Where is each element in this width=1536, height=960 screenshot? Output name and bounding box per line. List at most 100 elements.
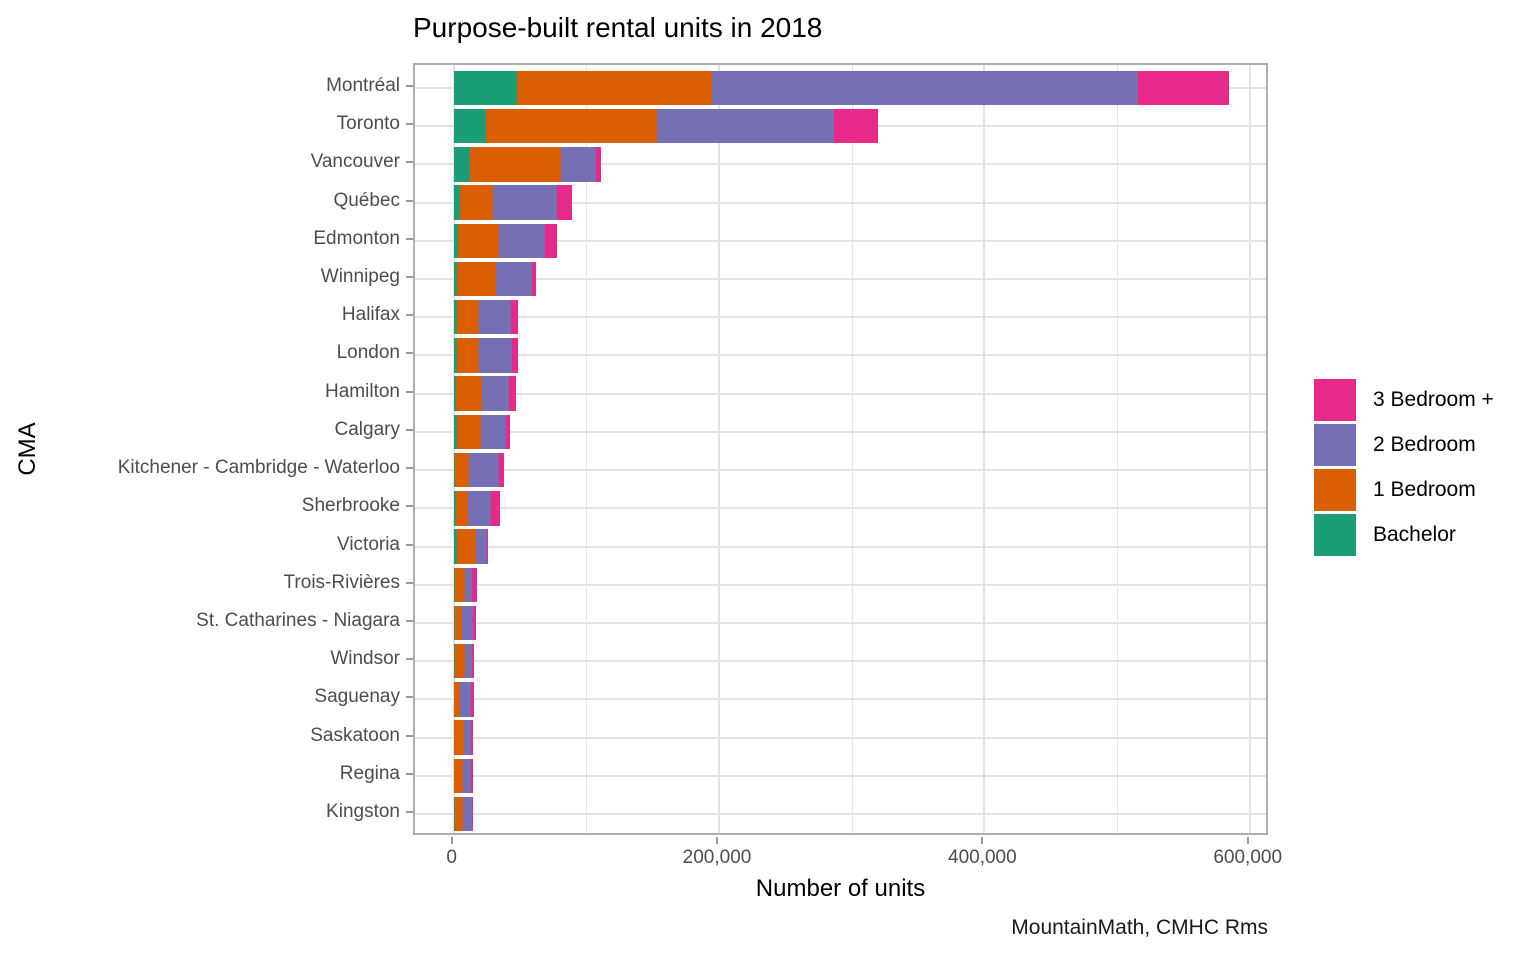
bar-segment (511, 338, 518, 373)
chart-title: Purpose-built rental units in 2018 (413, 12, 823, 43)
bar-segment (454, 605, 463, 641)
bar-segment (469, 147, 562, 182)
bar-segment (834, 108, 879, 144)
bar-segment (511, 300, 519, 335)
bar-segment (453, 567, 455, 602)
bar-segment (454, 758, 464, 794)
legend-label: Bachelor (1373, 523, 1456, 546)
y-axis-tick (406, 390, 413, 393)
y-axis-tick-label: Toronto (336, 113, 400, 135)
legend-label: 2 Bedroom (1373, 433, 1476, 456)
y-axis-tick-label: Victoria (336, 533, 400, 555)
bar-segment (712, 70, 1138, 106)
gridline-horizontal (415, 774, 1266, 777)
y-axis-tick (406, 237, 413, 240)
bar-segment (472, 567, 478, 602)
legend-label: 3 Bedroom + (1373, 388, 1494, 411)
y-axis-tick-label: Québec (333, 189, 400, 211)
bar-segment (472, 796, 473, 832)
y-axis-tick-label: Edmonton (313, 227, 400, 249)
bar-segment (453, 644, 456, 679)
gridline-horizontal (415, 813, 1266, 816)
gridline-vertical-major (983, 65, 986, 833)
bar-segment (453, 338, 457, 373)
y-axis-tick (406, 696, 413, 699)
y-axis-tick (406, 161, 413, 164)
y-axis-tick (406, 276, 413, 279)
y-axis-tick-label: Kingston (326, 801, 400, 823)
gridline-horizontal (415, 698, 1266, 701)
bar-segment (486, 529, 489, 564)
bar-segment (479, 338, 512, 373)
y-axis-tick (406, 352, 413, 355)
gridline-horizontal (415, 163, 1266, 166)
y-axis-tick-label: Regina (339, 762, 400, 784)
bar-segment (465, 644, 473, 679)
bar-segment (516, 70, 713, 106)
gridline-horizontal (415, 316, 1266, 319)
bar-segment (453, 261, 458, 297)
bar-segment (475, 529, 487, 564)
bar-segment (531, 261, 536, 297)
bar-segment (453, 720, 455, 755)
bar-segment (455, 796, 463, 832)
legend-item: 1 Bedroom (1314, 469, 1494, 511)
gridline-horizontal (415, 430, 1266, 433)
gridline-vertical-major (1248, 65, 1251, 833)
gridline-horizontal (415, 545, 1266, 548)
plot-panel (413, 63, 1268, 835)
y-axis-tick-label: St. Catharines - Niagara (196, 609, 400, 631)
bar-segment (561, 147, 597, 182)
gridline-vertical-minor (1117, 65, 1119, 833)
bar-segment (453, 185, 461, 220)
bar-segment (472, 644, 474, 679)
bar-segment (469, 452, 499, 488)
y-axis-tick (406, 314, 413, 317)
gridline-horizontal (415, 392, 1266, 395)
bar-segment (453, 796, 455, 832)
bar-segment (455, 644, 466, 679)
y-axis-tick (406, 543, 413, 546)
y-axis-tick (406, 581, 413, 584)
legend-item: 3 Bedroom + (1314, 379, 1494, 421)
y-axis-tick-label: Vancouver (310, 151, 400, 173)
legend-key-swatch (1314, 469, 1356, 511)
legend-label: 1 Bedroom (1373, 478, 1476, 501)
bar-segment (495, 261, 532, 297)
y-axis-tick-label: Windsor (330, 648, 400, 670)
bar-segment (467, 491, 491, 526)
x-axis-tick-label: 400,000 (948, 847, 1017, 868)
y-axis-tick (406, 811, 413, 814)
bar-segment (481, 376, 510, 411)
y-axis-tick-label: Sherbrooke (301, 495, 400, 517)
bar-segment (453, 529, 458, 564)
bar-segment (454, 452, 470, 488)
y-axis-tick-label: Calgary (334, 418, 400, 440)
bar-segment (464, 567, 473, 602)
y-axis-tick (406, 84, 413, 87)
bar-segment (478, 300, 512, 335)
legend-key-swatch (1314, 514, 1356, 556)
bar-segment (457, 529, 476, 564)
y-axis-tick-label: Winnipeg (320, 266, 400, 288)
y-axis-tick-label: Trois-Rivières (283, 571, 400, 593)
bar-segment (505, 414, 510, 450)
bar-segment (456, 376, 482, 411)
bar-segment (480, 414, 506, 450)
gridline-horizontal (415, 201, 1266, 204)
y-axis-tick (406, 467, 413, 470)
bar-segment (457, 300, 479, 335)
y-axis-tick (406, 658, 413, 661)
bar-segment (453, 223, 459, 258)
x-axis-title: Number of units (755, 875, 926, 902)
bar-segment (453, 605, 455, 641)
bar-segment (453, 682, 455, 717)
bar-segment (453, 414, 457, 450)
gridline-horizontal (415, 507, 1266, 510)
bar-segment (456, 338, 480, 373)
gridline-horizontal (415, 354, 1266, 357)
legend: 3 Bedroom + 2 Bedroom 1 Bedroom Bachelor (1314, 379, 1494, 559)
bar-segment (453, 491, 457, 526)
bar-segment (557, 185, 573, 220)
bar-segment (1137, 70, 1230, 106)
